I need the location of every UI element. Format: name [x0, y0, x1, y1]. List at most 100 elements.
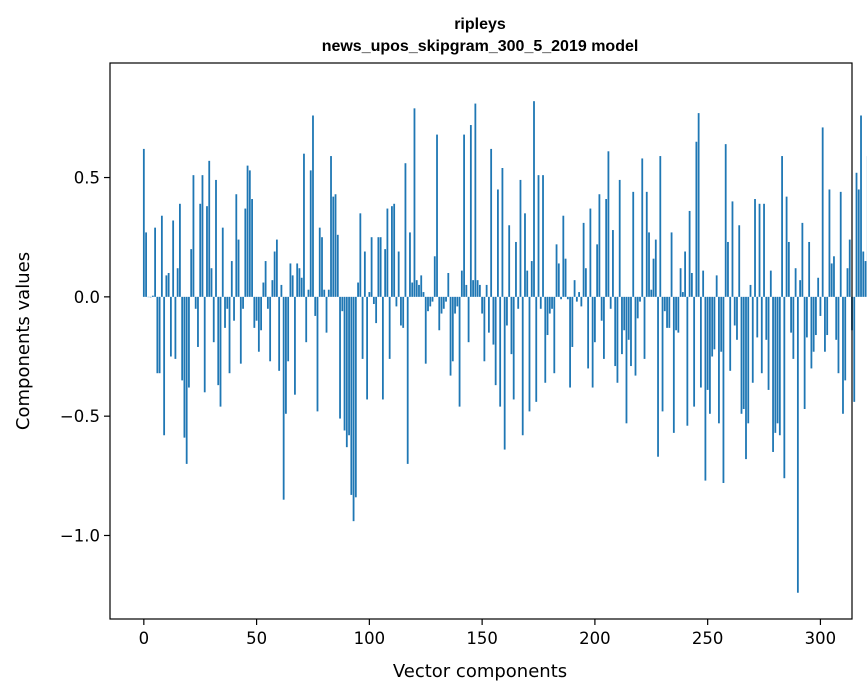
- bar-189: [569, 296, 571, 388]
- bar-64: [287, 296, 290, 362]
- bar-237: [677, 296, 680, 333]
- bar-154: [490, 148, 493, 297]
- bar-73: [307, 289, 310, 297]
- bar-37: [226, 296, 229, 309]
- bar-112: [395, 296, 398, 307]
- bar-108: [386, 208, 389, 297]
- bar-247: [699, 296, 702, 388]
- bar-58: [273, 251, 276, 297]
- bar-133: [442, 296, 445, 309]
- bar-5: [154, 227, 156, 297]
- bar-267: [745, 296, 747, 460]
- bar-15: [176, 268, 179, 297]
- bar-157: [497, 189, 499, 297]
- bar-201: [596, 244, 599, 297]
- bar-125: [424, 296, 427, 364]
- bar-284: [783, 296, 786, 479]
- bar-131: [438, 296, 441, 331]
- bar-212: [621, 296, 623, 355]
- bar-118: [409, 232, 411, 297]
- bar-233: [668, 296, 671, 328]
- bar-261: [731, 201, 734, 297]
- bar-160: [503, 296, 506, 450]
- bar-10: [165, 275, 168, 297]
- bar-174: [535, 296, 538, 402]
- bar-182: [553, 296, 556, 374]
- bar-84: [332, 196, 335, 297]
- bar-265: [740, 296, 743, 414]
- x-axis-label: Vector components: [393, 661, 567, 682]
- bar-66: [291, 275, 294, 297]
- bar-249: [704, 296, 707, 481]
- bar-253: [713, 296, 716, 350]
- bar-159: [501, 168, 504, 297]
- bar-36: [224, 296, 226, 328]
- bar-206: [607, 151, 610, 297]
- bar-92: [350, 296, 353, 495]
- x-tick-label: 150: [466, 629, 498, 648]
- bar-161: [506, 296, 508, 326]
- bar-103: [375, 296, 378, 324]
- bar-294: [805, 296, 808, 338]
- bar-316: [855, 172, 858, 297]
- bar-102: [372, 296, 375, 305]
- bar-227: [654, 239, 657, 297]
- x-tick-label: 300: [805, 629, 837, 648]
- bar-130: [436, 134, 438, 297]
- bar-172: [530, 261, 533, 297]
- chart-title-line-2: news_upos_skipgram_300_5_2019 model: [322, 38, 639, 55]
- bar-80: [323, 289, 326, 297]
- bar-60: [278, 296, 281, 371]
- bar-181: [551, 296, 553, 309]
- bar-1: [145, 232, 147, 297]
- bar-230: [661, 296, 664, 412]
- x-tick-label: 250: [692, 629, 724, 648]
- bar-221: [641, 158, 644, 297]
- bar-169: [524, 213, 526, 297]
- bar-177: [542, 175, 544, 297]
- bar-195: [582, 222, 585, 297]
- plot-frame: [109, 62, 853, 620]
- bar-81: [325, 296, 328, 333]
- bar-82: [327, 289, 330, 297]
- bar-4: [151, 295, 154, 297]
- bar-186: [562, 215, 565, 297]
- bar-178: [544, 296, 547, 383]
- bar-215: [627, 296, 630, 340]
- bar-88: [341, 296, 344, 312]
- bar-55: [266, 296, 269, 309]
- bar-99: [366, 296, 368, 400]
- bar-53: [262, 282, 265, 297]
- bar-287: [790, 296, 792, 333]
- bar-83: [330, 156, 332, 297]
- bar-211: [618, 179, 621, 297]
- bar-127: [429, 296, 432, 307]
- bar-12: [169, 296, 172, 357]
- bar-176: [539, 296, 542, 309]
- bar-26: [201, 175, 204, 297]
- bar-240: [684, 251, 686, 297]
- bar-14: [174, 296, 177, 359]
- bar-57: [271, 280, 274, 297]
- bar-16: [179, 203, 181, 297]
- bar-24: [197, 296, 199, 347]
- bar-31: [212, 296, 215, 343]
- bar-63: [285, 296, 287, 414]
- bar-166: [517, 296, 520, 309]
- bar-47: [248, 170, 251, 297]
- y-axis-label: Components values: [13, 252, 34, 430]
- bar-167: [519, 179, 522, 297]
- bar-51: [257, 296, 260, 352]
- bar-171: [528, 296, 531, 412]
- bar-25: [199, 203, 202, 297]
- bar-116: [404, 163, 407, 297]
- bar-147: [474, 103, 477, 297]
- bar-78: [318, 227, 321, 297]
- y-axis: −1.0 −0.5 0.0 0.5: [60, 169, 110, 545]
- bar-209: [614, 296, 617, 367]
- x-tick-label: 50: [246, 629, 267, 648]
- bar-145: [469, 125, 472, 297]
- bar-32: [215, 179, 217, 297]
- bar-76: [314, 296, 317, 316]
- bar-143: [465, 284, 468, 297]
